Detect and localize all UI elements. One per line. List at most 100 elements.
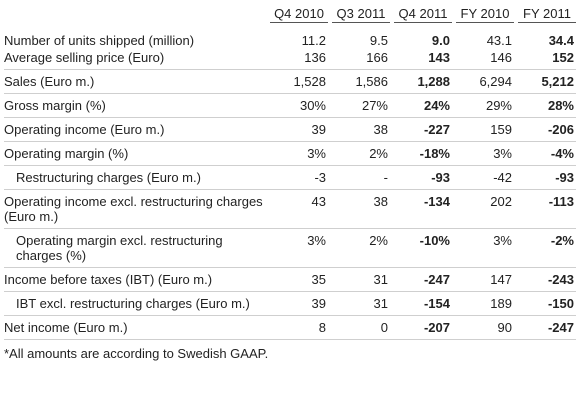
value-cell: 39: [266, 117, 328, 142]
value-cell: -: [328, 165, 390, 190]
row-label: Number of units shipped (million): [4, 33, 195, 48]
column-header-cell: Q4 2010: [266, 4, 328, 29]
report-table-container: Q4 2010 Q3 2011 Q4 2011 FY 2010 FY 2011 Numb…: [4, 4, 576, 361]
value-cell: 1,528: [266, 69, 328, 94]
value-cell: -227: [390, 117, 452, 142]
table-row: Restructuring charges (Euro m.) -3- -93 -42…: [4, 165, 576, 190]
footnote: *All amounts are according to Swedish GA…: [4, 346, 269, 361]
column-header: Q3 2011: [332, 6, 390, 23]
header-blank: [4, 4, 266, 29]
value-cell: 8: [266, 315, 328, 340]
value-cell: 24%: [390, 93, 452, 118]
value-cell: 143: [390, 49, 452, 70]
value-cell: 166: [328, 49, 390, 70]
table-row: Gross margin (%) 30% 27% 24% 29% 28%: [4, 93, 576, 118]
value-cell: 202: [452, 189, 514, 229]
value-cell: 31: [328, 267, 390, 292]
value-cell: -247: [390, 267, 452, 292]
row-label: Sales (Euro m.): [4, 69, 266, 94]
value-cell: -3: [266, 165, 328, 190]
value-cell: -10%: [390, 228, 452, 268]
table-row: Number of units shipped (million) 11.2 9.5…: [4, 29, 576, 49]
column-header: FY 2011: [518, 6, 576, 23]
column-header-cell: FY 2011: [514, 4, 576, 29]
value-cell: 152: [514, 49, 576, 70]
value-cell: 35: [266, 267, 328, 292]
row-label: IBT excl. restructuring charges (Euro m.…: [4, 291, 266, 316]
value-cell: 29%: [452, 93, 514, 118]
value-cell: -93: [514, 165, 576, 190]
row-label: Gross margin (%): [4, 93, 266, 118]
column-header: Q4 2011: [394, 6, 452, 23]
value-cell: 1,288: [390, 69, 452, 94]
value-cell: -243: [514, 267, 576, 292]
row-label: Income before taxes (IBT) (Euro m.): [4, 267, 266, 292]
value-cell: 27%: [328, 93, 390, 118]
table-row: Operating margin (%) 3% 2% -18% 3% -4%: [4, 141, 576, 166]
value-cell: 2%: [328, 228, 390, 268]
financial-table: Q4 2010 Q3 2011 Q4 2011 FY 2010 FY 2011 Numb…: [4, 4, 576, 340]
value-cell: 38: [328, 117, 390, 142]
value-cell: -113: [514, 189, 576, 229]
value-cell: 3%: [266, 228, 328, 268]
value-cell: 159: [452, 117, 514, 142]
value-cell: -2%: [514, 228, 576, 268]
value-cell: 9.5: [369, 33, 388, 48]
row-label: Average selling price (Euro): [4, 49, 266, 70]
row-label: Operating margin (%): [4, 141, 266, 166]
value-cell: 39: [266, 291, 328, 316]
value-cell: 34.4: [548, 33, 574, 48]
value-cell: -154: [390, 291, 452, 316]
table-row: Sales (Euro m.) 1,528 1,586 1,288 6,294 5,212: [4, 69, 576, 94]
value-cell: -134: [390, 189, 452, 229]
value-cell: 189: [452, 291, 514, 316]
table-row: Operating margin excl. restructuring cha…: [4, 228, 576, 268]
table-row: IBT excl. restructuring charges (Euro m.…: [4, 291, 576, 316]
value-cell: -206: [514, 117, 576, 142]
value-cell: 6,294: [452, 69, 514, 94]
column-header: Q4 2010: [270, 6, 328, 23]
row-label: Operating margin excl. restructuring cha…: [4, 228, 266, 268]
row-label: Operating income excl. restructuring cha…: [4, 189, 266, 229]
value-cell: 43: [266, 189, 328, 229]
column-header: FY 2010: [456, 6, 514, 23]
value-cell: 31: [328, 291, 390, 316]
value-cell: 28%: [514, 93, 576, 118]
value-cell: 2%: [328, 141, 390, 166]
value-cell: 11.2: [301, 33, 326, 48]
value-cell: 43.1: [486, 33, 512, 48]
value-cell: -150: [514, 291, 576, 316]
header-row: Q4 2010 Q3 2011 Q4 2011 FY 2010 FY 2011: [4, 4, 576, 29]
value-cell: 30%: [266, 93, 328, 118]
value-cell: 3%: [266, 141, 328, 166]
value-cell: 38: [328, 189, 390, 229]
value-cell: 3%: [452, 141, 514, 166]
value-cell: 1,586: [328, 69, 390, 94]
value-cell: 5,212: [514, 69, 576, 94]
value-cell: -18%: [390, 141, 452, 166]
table-row: Operating income excl. restructuring cha…: [4, 189, 576, 229]
table-row: Average selling price (Euro) 136 166 143 146…: [4, 49, 576, 70]
value-cell: -93: [390, 165, 452, 190]
value-cell: -207: [390, 315, 452, 340]
value-cell: 9.0: [431, 33, 450, 48]
value-cell: 3%: [452, 228, 514, 268]
table-row: Net income (Euro m.) 8 0 -207 90 -247: [4, 315, 576, 340]
value-cell: -4%: [514, 141, 576, 166]
column-header-cell: Q4 2011: [390, 4, 452, 29]
value-cell: 136: [266, 49, 328, 70]
table-row: Operating income (Euro m.) 39 38 -227 159 -20…: [4, 117, 576, 142]
table-row: Income before taxes (IBT) (Euro m.) 35 31-…: [4, 267, 576, 292]
value-cell: 90: [452, 315, 514, 340]
column-header-cell: FY 2010: [452, 4, 514, 29]
value-cell: 147: [452, 267, 514, 292]
value-cell: -42: [452, 165, 514, 190]
table-body: Number of units shipped (million) 11.2 9.5…: [4, 29, 576, 340]
row-label: Operating income (Euro m.): [4, 117, 266, 142]
value-cell: 0: [328, 315, 390, 340]
row-label: Restructuring charges (Euro m.): [4, 165, 266, 190]
value-cell: -247: [514, 315, 576, 340]
column-header-cell: Q3 2011: [328, 4, 390, 29]
row-label: Net income (Euro m.): [4, 315, 266, 340]
value-cell: 146: [452, 49, 514, 70]
